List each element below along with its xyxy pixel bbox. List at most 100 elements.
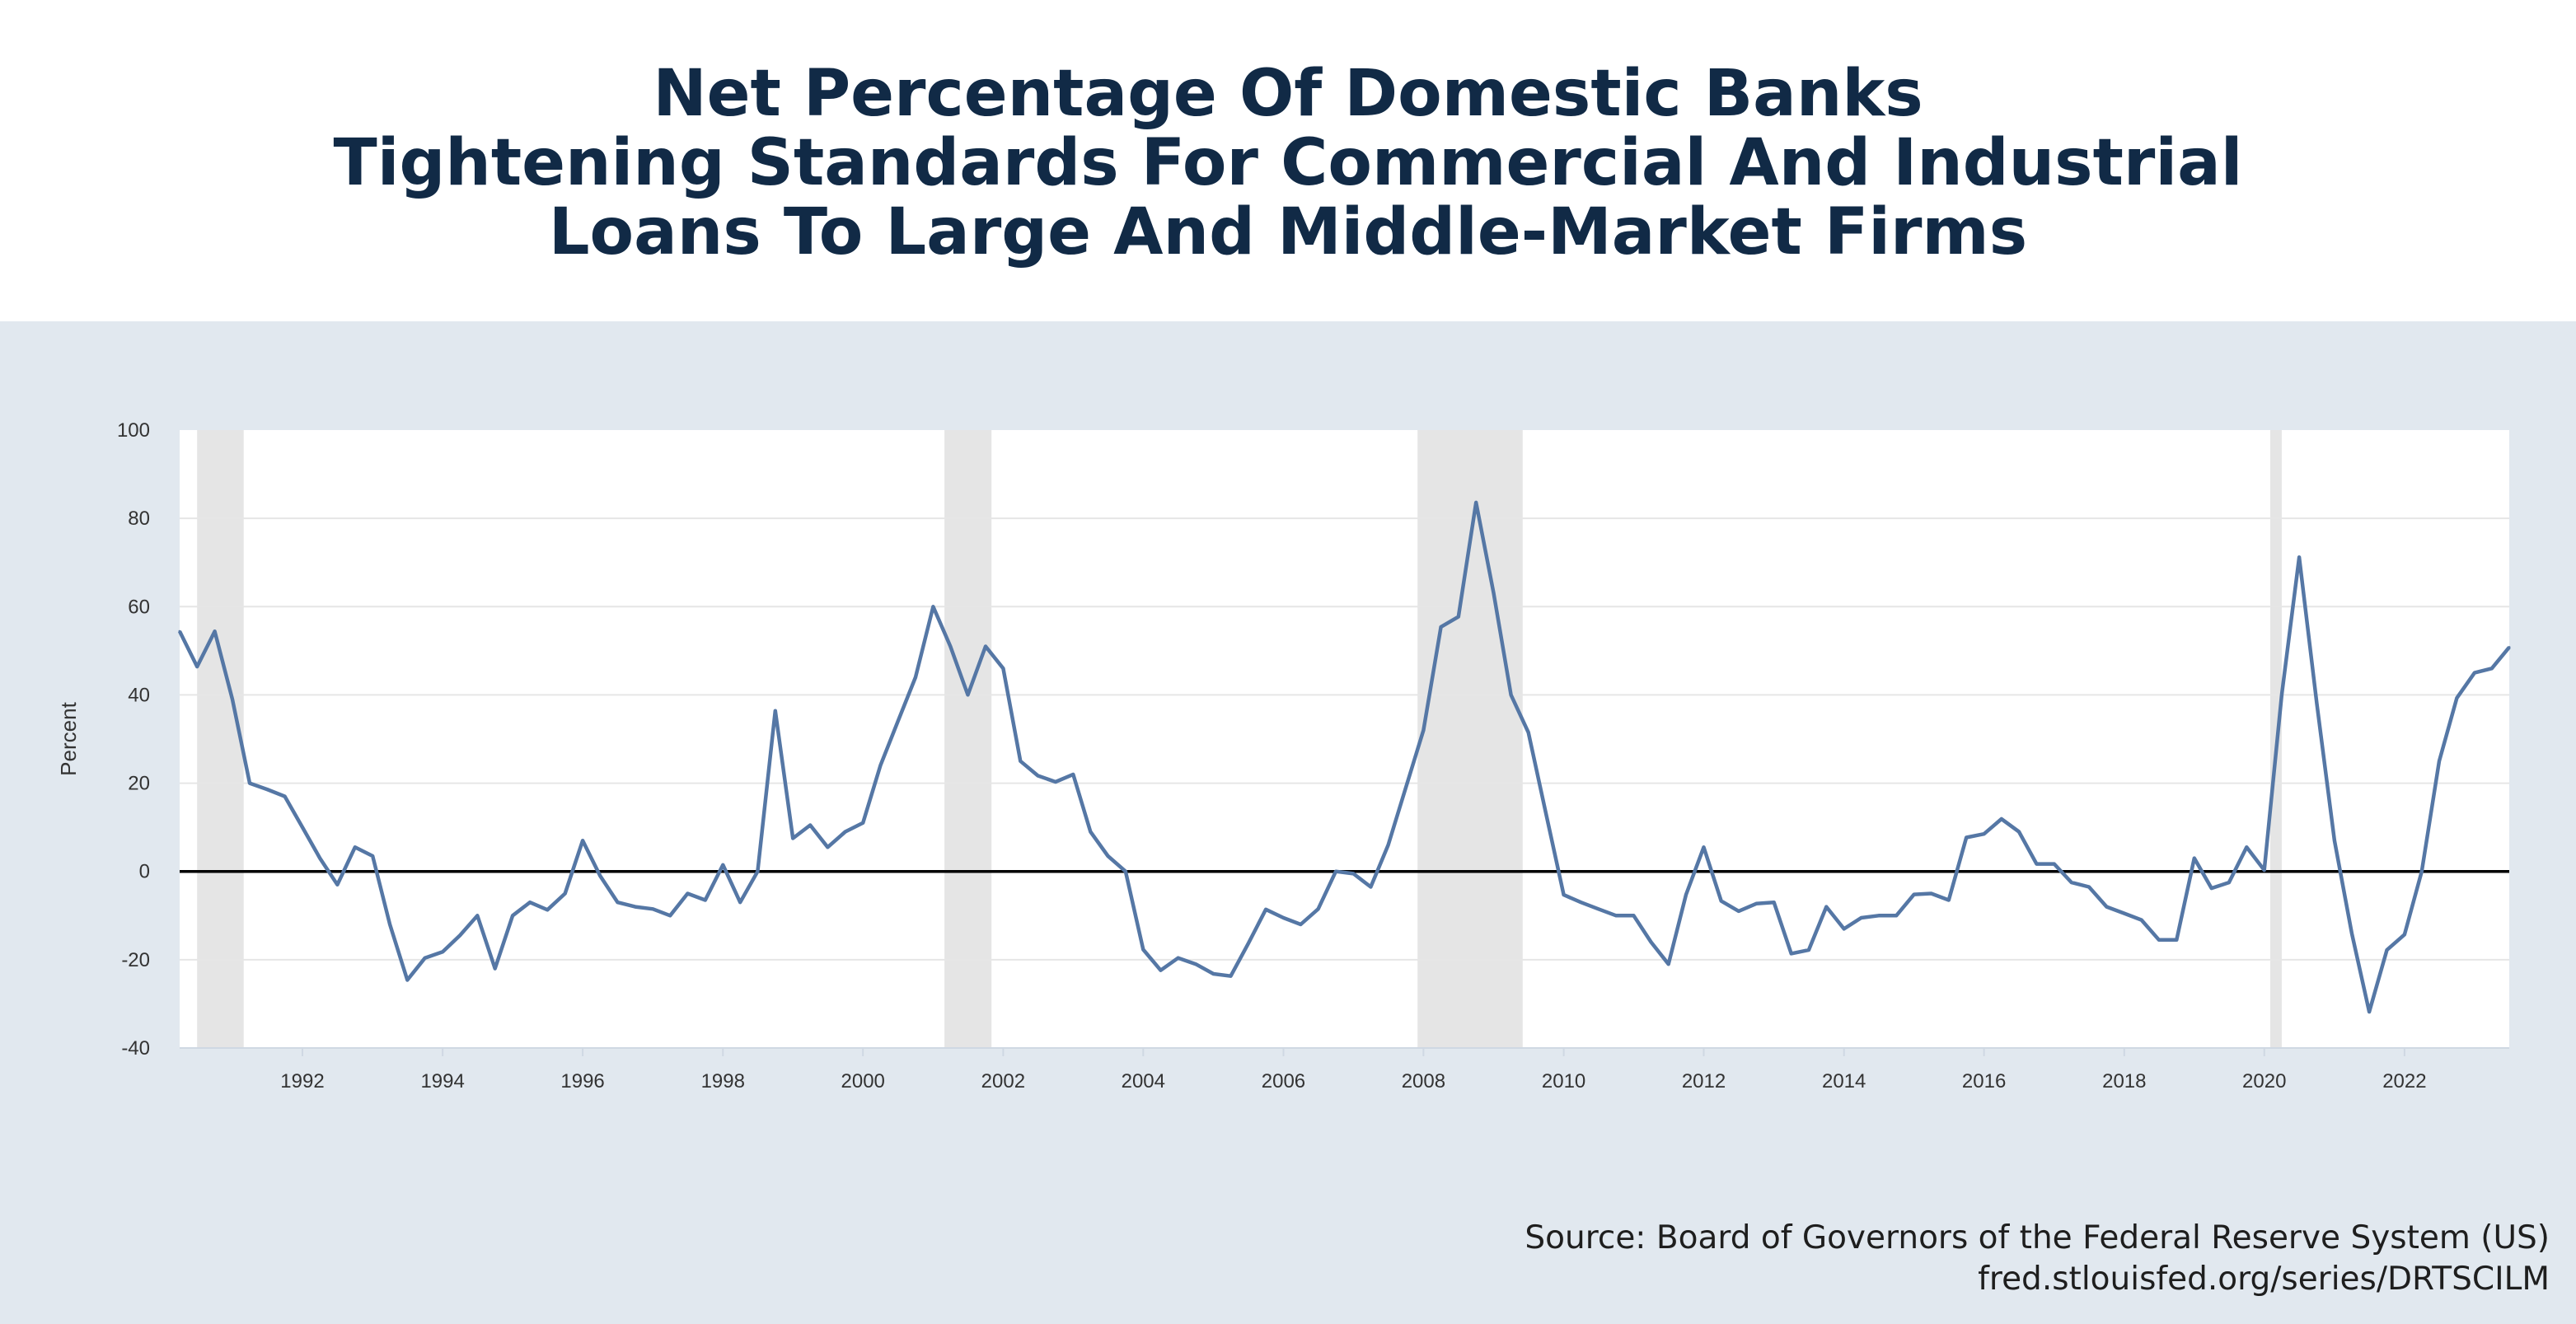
data-point xyxy=(581,839,584,842)
data-point xyxy=(2455,696,2458,699)
data-point xyxy=(1369,885,1372,888)
data-point xyxy=(2438,760,2441,763)
data-point xyxy=(2000,817,2003,821)
data-point xyxy=(1212,972,1215,975)
y-tick-label: 80 xyxy=(128,508,150,530)
data-point xyxy=(528,901,532,904)
data-point xyxy=(1001,667,1005,670)
data-point xyxy=(2157,938,2161,942)
data-point xyxy=(388,923,391,926)
data-point xyxy=(475,914,479,917)
data-point xyxy=(2350,932,2354,935)
recession-band xyxy=(1417,430,1523,1048)
data-point xyxy=(1983,832,1986,835)
data-point xyxy=(948,645,952,648)
data-point xyxy=(1299,923,1302,926)
data-point xyxy=(1773,901,1776,904)
x-tick-label: 2000 xyxy=(841,1070,885,1092)
data-point xyxy=(2420,870,2424,873)
data-point xyxy=(2017,830,2021,833)
data-point xyxy=(546,908,549,911)
y-tick-label: -40 xyxy=(121,1037,150,1060)
data-point xyxy=(195,665,199,668)
recession-band xyxy=(944,430,992,1048)
data-point xyxy=(2087,885,2091,888)
data-point xyxy=(1194,962,1197,966)
data-point xyxy=(826,845,829,849)
data-point xyxy=(458,933,461,937)
data-point xyxy=(1913,893,1916,896)
data-point xyxy=(967,693,970,696)
data-point xyxy=(738,901,742,904)
data-point xyxy=(2140,919,2143,922)
data-point xyxy=(634,905,637,909)
data-point xyxy=(318,857,321,860)
data-point xyxy=(1843,927,1846,930)
chart-title-line-2: Tightening Standards For Commercial And … xyxy=(333,126,2243,200)
data-point xyxy=(1421,728,1425,732)
data-point xyxy=(668,914,672,917)
chart-title-line-1: Net Percentage Of Domestic Banks xyxy=(653,57,1923,131)
data-point xyxy=(1754,902,1758,905)
y-tick-label: 0 xyxy=(139,861,150,883)
data-point xyxy=(1177,957,1180,960)
data-point xyxy=(248,782,251,785)
data-point xyxy=(651,907,654,910)
data-point xyxy=(1071,773,1075,776)
data-point xyxy=(1562,893,1566,896)
y-tick-label: -20 xyxy=(121,949,150,971)
data-point xyxy=(1054,780,1057,784)
data-point xyxy=(2508,646,2511,649)
data-point xyxy=(1387,844,1390,847)
data-point xyxy=(1824,905,1828,909)
data-point xyxy=(2368,1010,2371,1013)
data-point xyxy=(1229,975,1232,978)
x-tick-label: 1994 xyxy=(420,1070,464,1092)
recession-shading-layer xyxy=(197,430,2282,1048)
data-point xyxy=(1930,892,1933,895)
data-point xyxy=(844,830,847,833)
data-point xyxy=(1281,916,1285,919)
data-point xyxy=(808,823,812,826)
data-point xyxy=(1807,948,1810,952)
data-point xyxy=(1457,615,1460,619)
data-point xyxy=(598,874,602,877)
data-point xyxy=(511,914,514,917)
y-tick-label: 60 xyxy=(128,596,150,618)
data-point xyxy=(1614,914,1618,917)
data-point xyxy=(1474,501,1478,504)
data-point xyxy=(791,837,794,840)
data-point xyxy=(2227,881,2231,884)
data-point xyxy=(2175,938,2178,942)
data-point xyxy=(1877,914,1880,917)
data-point xyxy=(178,629,181,633)
data-point xyxy=(774,709,777,713)
y-axis-label: Percent xyxy=(56,701,81,775)
data-point xyxy=(1737,910,1740,913)
x-tick-label: 2006 xyxy=(1262,1070,1305,1092)
line-chart: 100 80 60 40 20 0 -20 -40 1992 1994 1996 1998 2000 20… xyxy=(56,419,2511,1092)
data-point xyxy=(756,870,759,873)
data-point xyxy=(1667,962,1670,966)
data-point xyxy=(2035,863,2038,866)
data-point xyxy=(1580,901,1583,904)
data-point xyxy=(1790,952,1793,955)
data-point xyxy=(2385,948,2388,952)
chart-panel: 100 80 60 40 20 0 -20 -40 1992 1994 1996 1998 2000 20… xyxy=(0,321,2576,1324)
data-point xyxy=(1037,774,1040,777)
data-point xyxy=(1019,760,1022,763)
data-point xyxy=(616,901,619,904)
axes: 100 80 60 40 20 0 -20 -40 1992 1994 1996 1998 2000 20… xyxy=(117,419,2509,1092)
x-tick-label: 2012 xyxy=(1682,1070,1726,1092)
data-point xyxy=(1440,625,1443,629)
data-point xyxy=(265,788,269,791)
data-point xyxy=(2245,845,2248,849)
data-point xyxy=(2105,905,2108,909)
data-point xyxy=(2263,868,2266,872)
y-tick-label: 20 xyxy=(128,773,150,795)
x-tick-label: 2016 xyxy=(1962,1070,2006,1092)
data-point xyxy=(931,605,934,608)
data-point xyxy=(1632,914,1636,917)
data-point xyxy=(1947,899,1951,902)
y-tick-label: 40 xyxy=(128,684,150,706)
